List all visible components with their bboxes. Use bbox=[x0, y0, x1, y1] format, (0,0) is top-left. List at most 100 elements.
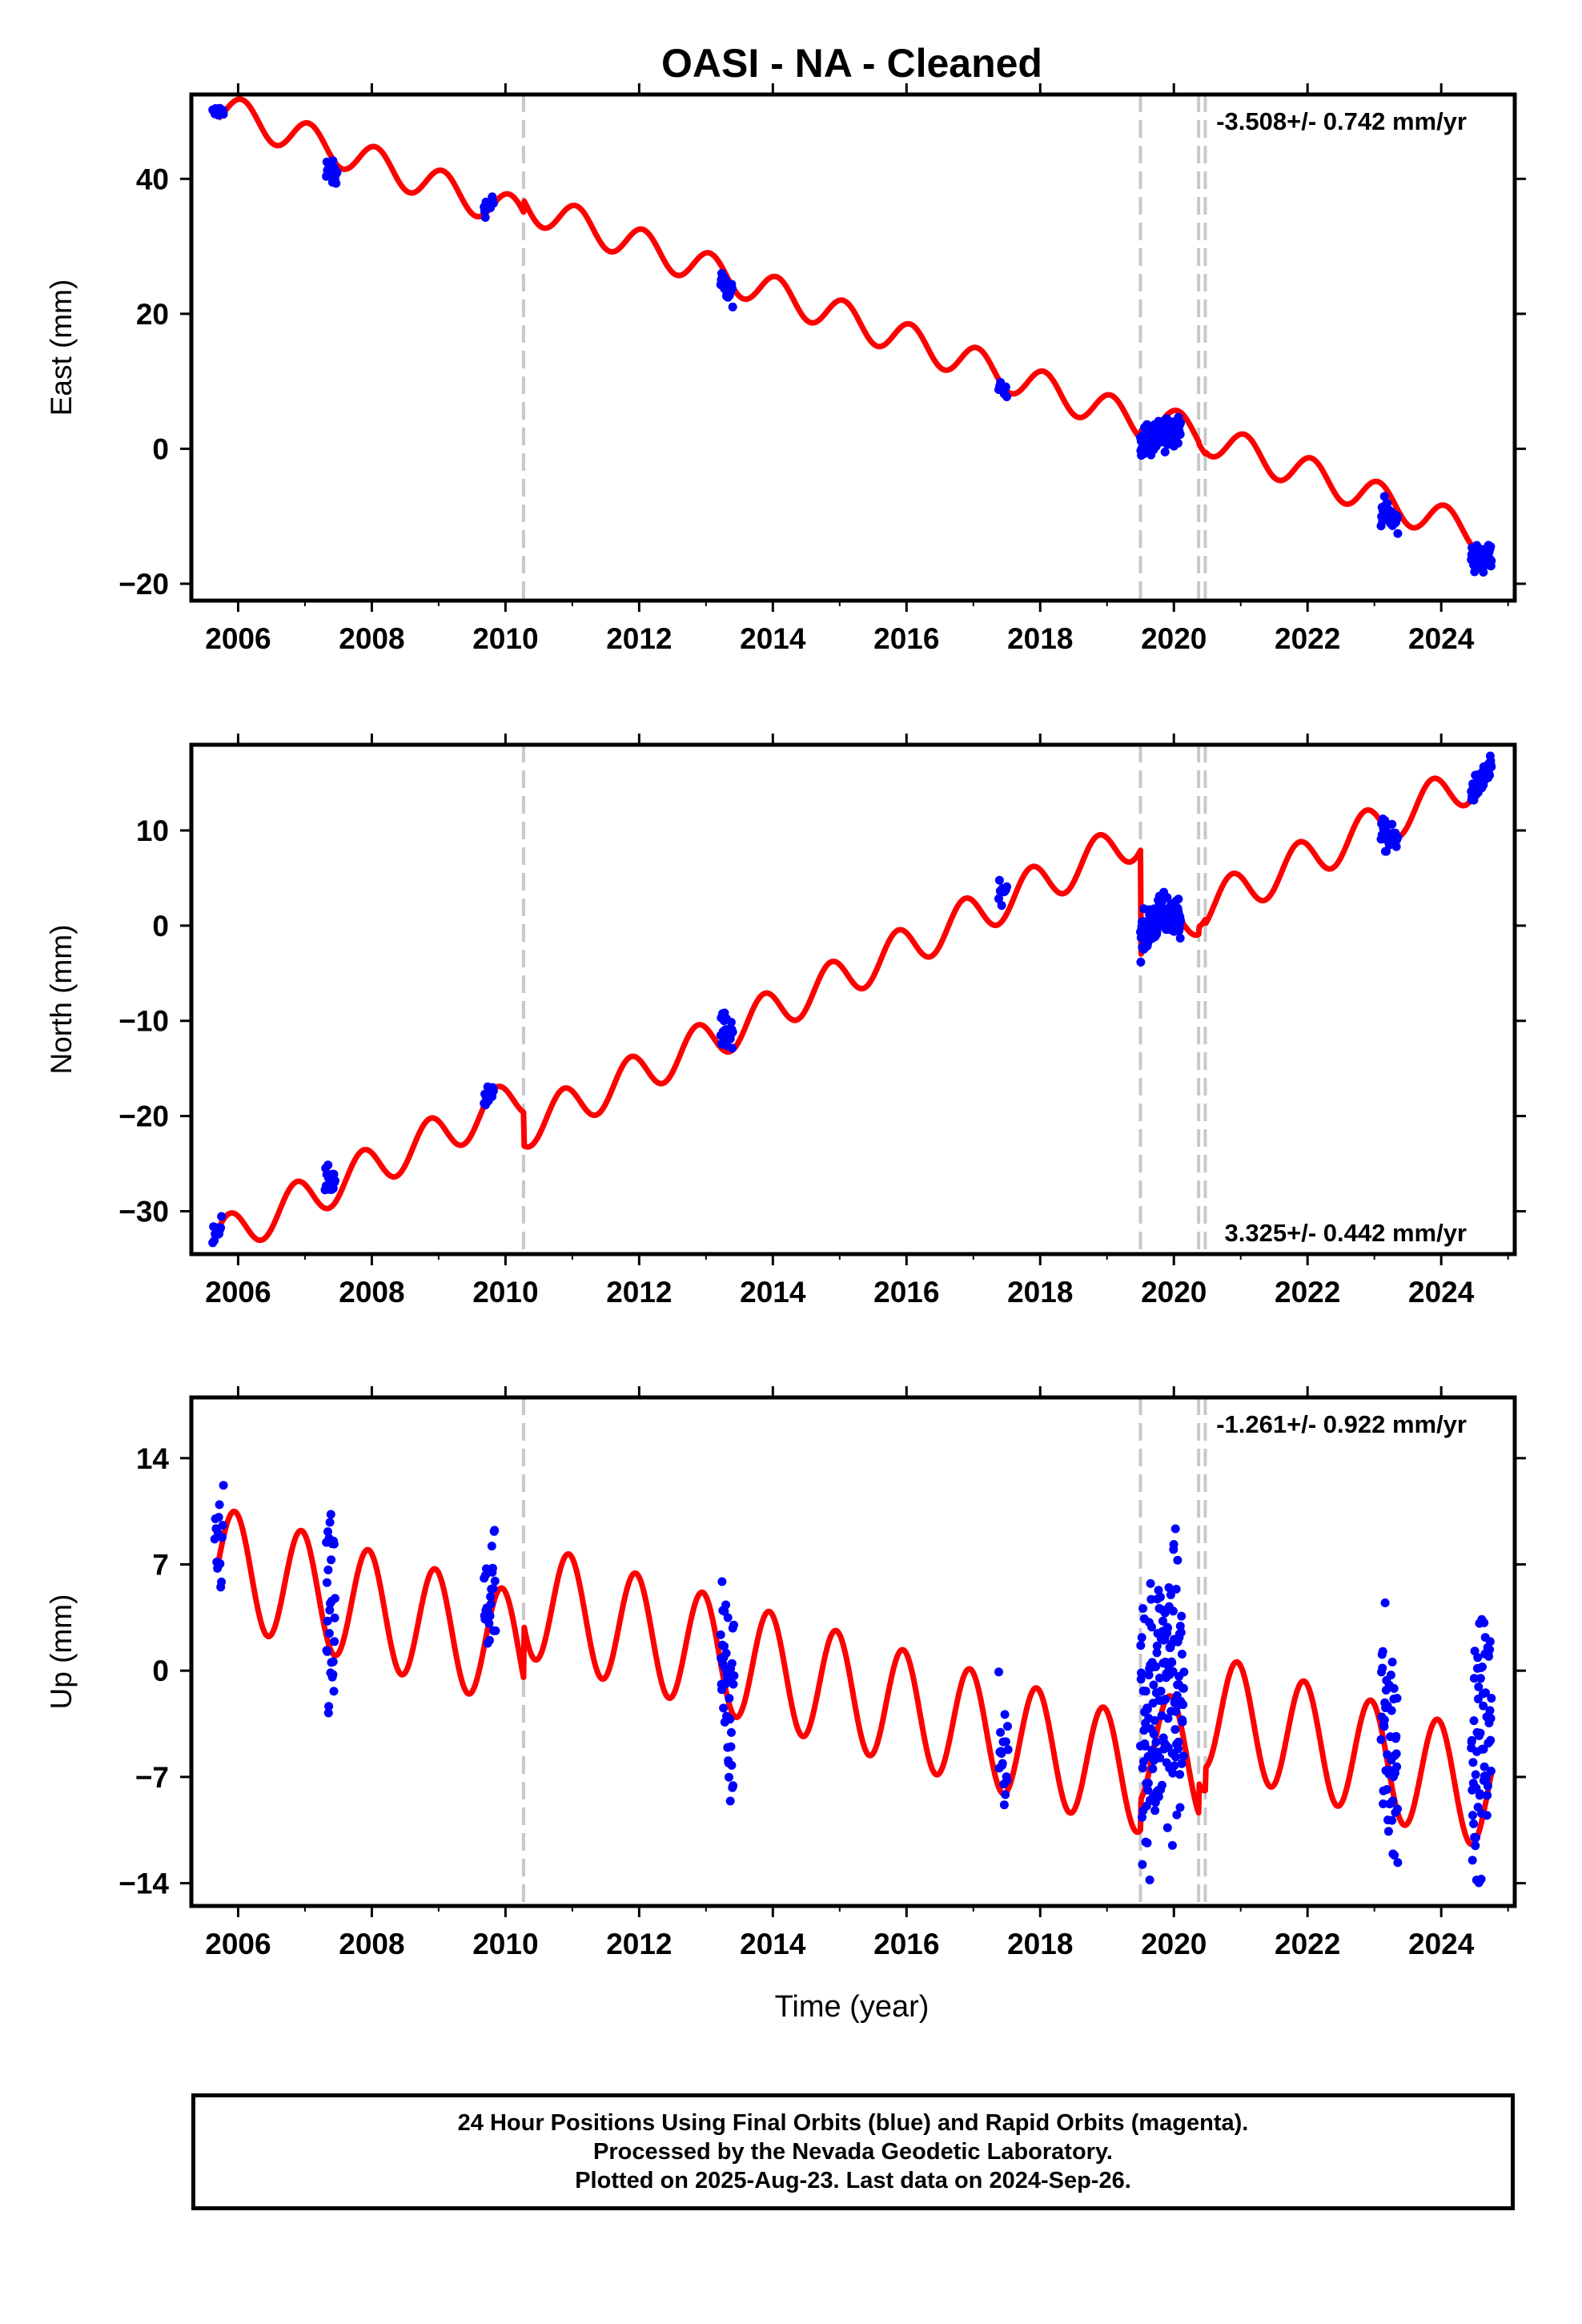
data-point bbox=[331, 179, 341, 188]
x-tick-label: 2016 bbox=[873, 622, 939, 655]
data-point bbox=[1001, 382, 1010, 392]
data-point bbox=[323, 1565, 333, 1574]
x-tick-label: 2018 bbox=[1007, 1276, 1073, 1309]
data-point bbox=[488, 199, 498, 208]
data-point bbox=[1389, 1683, 1399, 1693]
y-tick-label: 14 bbox=[136, 1442, 170, 1475]
data-point bbox=[1176, 418, 1186, 428]
data-point bbox=[1485, 1645, 1495, 1655]
data-point bbox=[322, 1578, 331, 1587]
model-fit-line bbox=[215, 96, 1494, 555]
y-tick-label: 20 bbox=[136, 298, 169, 331]
data-point bbox=[485, 1611, 495, 1621]
data-point bbox=[727, 1760, 737, 1770]
data-point bbox=[1171, 1707, 1181, 1716]
x-tick-label: 2018 bbox=[1007, 622, 1073, 655]
data-point bbox=[1468, 1758, 1478, 1767]
data-point bbox=[1149, 1729, 1158, 1739]
data-point bbox=[721, 1648, 731, 1658]
data-point bbox=[1168, 1606, 1178, 1616]
data-point bbox=[1391, 842, 1401, 851]
y-tick-label: −10 bbox=[118, 1005, 169, 1038]
data-point bbox=[726, 1018, 736, 1027]
model-fit-line bbox=[215, 754, 1494, 1244]
data-point bbox=[1144, 1671, 1154, 1680]
data-point bbox=[1150, 1806, 1160, 1815]
data-point bbox=[999, 1800, 1009, 1810]
y-tick-label: 10 bbox=[136, 814, 169, 847]
data-point bbox=[1392, 1694, 1402, 1703]
x-tick-label: 2010 bbox=[472, 1928, 538, 1960]
data-point bbox=[324, 1702, 334, 1711]
data-point bbox=[720, 1642, 729, 1651]
y-tick-label: 0 bbox=[152, 1655, 169, 1687]
data-point bbox=[1174, 1737, 1183, 1747]
data-point bbox=[1471, 1770, 1480, 1779]
data-point bbox=[1473, 1653, 1483, 1663]
data-point bbox=[323, 1160, 333, 1170]
data-point bbox=[1154, 1673, 1164, 1683]
data-point bbox=[486, 1592, 496, 1602]
data-point bbox=[1485, 770, 1494, 780]
data-point bbox=[997, 901, 1006, 911]
data-point bbox=[329, 1687, 339, 1696]
data-point bbox=[1486, 542, 1496, 552]
data-point bbox=[1382, 1785, 1391, 1794]
data-point bbox=[998, 1759, 1007, 1768]
data-point bbox=[728, 302, 737, 312]
data-point bbox=[1137, 1633, 1146, 1642]
data-point bbox=[1138, 1604, 1148, 1613]
data-point bbox=[1387, 1815, 1397, 1825]
data-point bbox=[1486, 1714, 1496, 1723]
data-point bbox=[1376, 1735, 1386, 1744]
data-point bbox=[1136, 957, 1146, 967]
data-point bbox=[1151, 1662, 1161, 1671]
data-point bbox=[215, 1559, 225, 1569]
data-point bbox=[1390, 1851, 1399, 1860]
data-point bbox=[1158, 1616, 1167, 1626]
data-point bbox=[727, 1659, 737, 1668]
data-point bbox=[480, 213, 490, 222]
x-tick-label: 2020 bbox=[1141, 622, 1207, 655]
data-point bbox=[1142, 1838, 1152, 1848]
data-point bbox=[1476, 1875, 1486, 1884]
data-point bbox=[330, 1613, 339, 1622]
data-point bbox=[1162, 1823, 1172, 1832]
y-tick-label: −7 bbox=[135, 1761, 169, 1794]
data-point bbox=[1378, 1663, 1387, 1673]
data-point bbox=[1171, 1584, 1181, 1594]
x-tick-label: 2018 bbox=[1007, 1928, 1073, 1960]
data-point bbox=[480, 1570, 490, 1580]
data-point bbox=[1170, 1761, 1179, 1771]
x-tick-label: 2022 bbox=[1275, 1276, 1340, 1309]
data-point bbox=[1162, 893, 1172, 903]
data-point bbox=[1472, 1833, 1480, 1843]
data-point bbox=[1149, 1680, 1158, 1690]
data-point bbox=[328, 1670, 338, 1679]
data-point bbox=[331, 1594, 339, 1603]
data-point bbox=[1175, 1803, 1185, 1812]
data-point bbox=[487, 1542, 496, 1551]
data-point bbox=[1468, 1735, 1476, 1745]
data-point bbox=[1471, 1841, 1480, 1851]
data-point bbox=[323, 1527, 332, 1537]
data-point bbox=[1154, 1586, 1163, 1595]
data-point bbox=[215, 1500, 224, 1510]
y-tick-label: −14 bbox=[118, 1868, 169, 1900]
x-tick-label: 2022 bbox=[1275, 622, 1340, 655]
data-point bbox=[1163, 1714, 1173, 1723]
x-tick-label: 2020 bbox=[1141, 1276, 1207, 1309]
panel-north: 2006 2008 2010 2012 2014 2016 2018 2020 2022 2024… bbox=[45, 734, 1526, 1309]
y-tick-label: 0 bbox=[152, 910, 169, 943]
data-point bbox=[1141, 1687, 1150, 1696]
data-point bbox=[716, 1630, 725, 1639]
data-point bbox=[1148, 1764, 1158, 1774]
panel-frame bbox=[189, 742, 1517, 1256]
y-axis-label: North (mm) bbox=[45, 924, 78, 1074]
data-point bbox=[1380, 1598, 1390, 1607]
x-tick-label: 2012 bbox=[606, 1276, 672, 1309]
data-point bbox=[1484, 1651, 1493, 1661]
y-axis-label: Up (mm) bbox=[45, 1594, 78, 1710]
velocity-annotation: -3.508+/- 0.742 mm/yr bbox=[1216, 107, 1467, 135]
